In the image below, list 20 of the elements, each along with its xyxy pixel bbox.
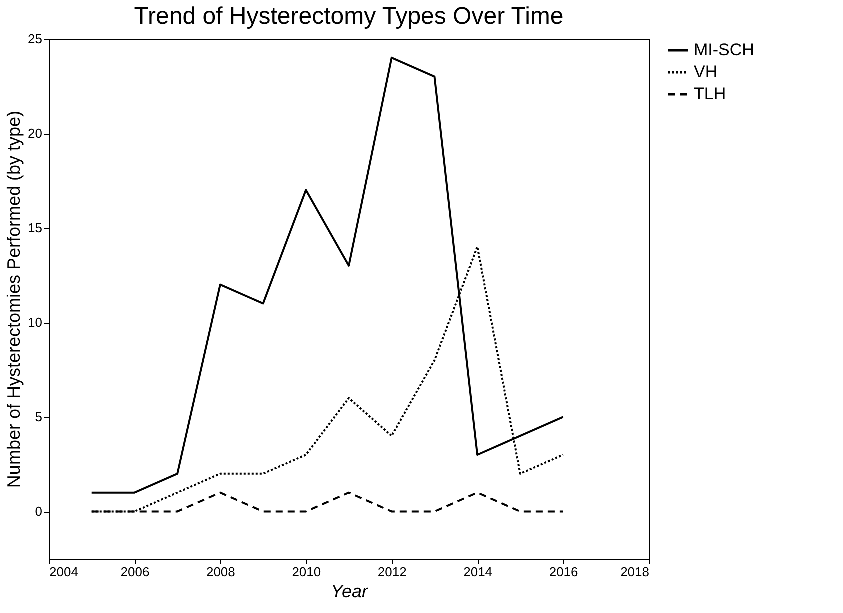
y-tick-label: 0 (35, 504, 42, 520)
x-tick-label: 2018 (620, 564, 650, 580)
y-tick-label: 20 (28, 126, 42, 142)
y-tick-label: 10 (28, 315, 42, 330)
x-tick-label: 2014 (464, 564, 493, 580)
y-tick-label: 15 (28, 220, 42, 236)
x-tick-label: 2004 (50, 564, 78, 580)
legend-label: VH (694, 62, 718, 82)
legend-label: TLH (694, 84, 726, 104)
legend-label: MI-SCH (694, 40, 754, 60)
y-tick-label: 25 (28, 32, 42, 46)
y-axis-title: Number of Hysterectomies Performed (by type) (4, 110, 24, 488)
x-tick-label: 2008 (206, 564, 236, 580)
x-tick-label: 2006 (120, 564, 150, 580)
chart-title: Trend of Hysterectomy Types Over Time (134, 3, 564, 30)
y-tick-label: 5 (35, 410, 42, 425)
x-axis-title: Year (330, 582, 370, 602)
x-tick-label: 2016 (549, 564, 578, 580)
x-tick-label: 2010 (292, 564, 322, 580)
x-tick-label: 2012 (378, 564, 407, 580)
